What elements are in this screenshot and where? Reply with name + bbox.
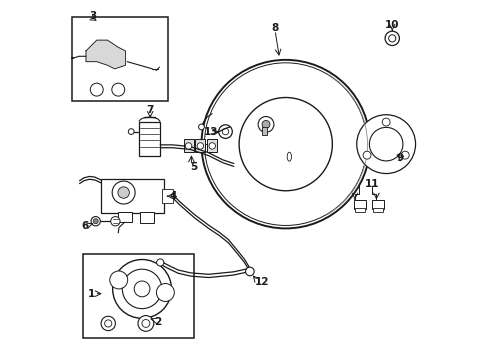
Circle shape xyxy=(388,35,395,42)
Circle shape xyxy=(104,320,112,327)
Circle shape xyxy=(93,219,98,224)
Circle shape xyxy=(122,269,162,309)
Text: 9: 9 xyxy=(396,153,403,163)
Circle shape xyxy=(208,143,215,149)
Circle shape xyxy=(128,129,134,134)
Circle shape xyxy=(218,125,232,138)
Text: 2: 2 xyxy=(154,317,161,327)
Bar xyxy=(101,179,163,213)
Bar xyxy=(162,189,173,203)
Text: 4: 4 xyxy=(169,191,176,201)
Bar xyxy=(353,200,366,209)
Circle shape xyxy=(245,267,254,276)
Bar xyxy=(371,200,384,209)
Text: 7: 7 xyxy=(146,105,154,115)
Circle shape xyxy=(90,83,103,96)
Bar xyxy=(262,127,266,135)
Circle shape xyxy=(239,98,332,191)
Bar xyxy=(207,139,217,152)
Circle shape xyxy=(91,217,100,226)
Circle shape xyxy=(185,143,191,149)
Bar xyxy=(72,17,168,101)
Circle shape xyxy=(156,284,174,301)
Bar xyxy=(140,212,154,223)
Bar xyxy=(354,208,365,212)
Circle shape xyxy=(118,187,129,198)
Circle shape xyxy=(109,271,127,289)
Text: 5: 5 xyxy=(189,162,197,172)
Bar xyxy=(195,139,205,152)
Circle shape xyxy=(368,127,402,161)
Text: 10: 10 xyxy=(384,20,399,30)
Circle shape xyxy=(401,151,408,159)
Circle shape xyxy=(197,143,203,149)
Circle shape xyxy=(363,151,370,159)
Circle shape xyxy=(222,129,228,135)
Circle shape xyxy=(134,281,150,297)
Circle shape xyxy=(201,60,369,228)
Bar xyxy=(83,253,194,338)
Ellipse shape xyxy=(286,152,291,161)
Bar xyxy=(372,208,383,212)
Text: 8: 8 xyxy=(271,23,278,33)
Circle shape xyxy=(204,63,366,225)
Text: 12: 12 xyxy=(254,277,268,287)
Text: 3: 3 xyxy=(89,11,97,21)
Circle shape xyxy=(101,316,115,330)
Circle shape xyxy=(112,83,124,96)
Circle shape xyxy=(382,118,389,126)
Circle shape xyxy=(112,260,171,318)
Bar xyxy=(118,212,132,222)
Bar xyxy=(139,122,160,156)
Polygon shape xyxy=(86,40,125,69)
Circle shape xyxy=(262,121,269,129)
Circle shape xyxy=(384,31,399,45)
Circle shape xyxy=(356,115,415,174)
Circle shape xyxy=(142,319,149,327)
Bar xyxy=(183,139,193,152)
Circle shape xyxy=(110,217,120,226)
Circle shape xyxy=(198,124,204,130)
Text: 13: 13 xyxy=(204,127,218,136)
Circle shape xyxy=(112,181,135,204)
Text: 11: 11 xyxy=(364,179,378,189)
Circle shape xyxy=(156,259,163,266)
Text: 6: 6 xyxy=(81,221,88,231)
Circle shape xyxy=(258,117,273,132)
Circle shape xyxy=(138,316,153,331)
Text: 1: 1 xyxy=(87,289,95,299)
